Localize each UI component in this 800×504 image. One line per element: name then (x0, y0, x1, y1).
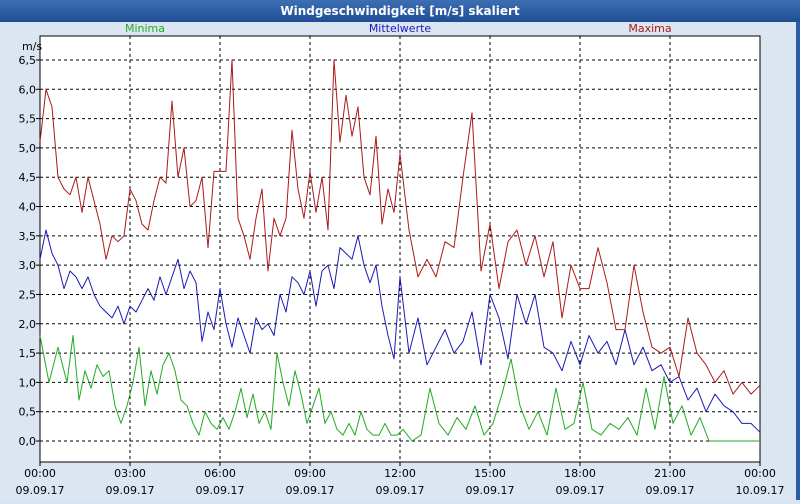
x-tick-time-label: 09:00 (294, 467, 326, 480)
legend-entry-mittelwerte: Mittelwerte (369, 22, 432, 35)
x-tick-time-label: 03:00 (114, 467, 146, 480)
y-tick-label: 5,0 (19, 142, 37, 155)
x-tick-time-label: 21:00 (654, 467, 686, 480)
x-tick-time-label: 18:00 (564, 467, 596, 480)
y-tick-label: 6,5 (19, 54, 37, 67)
line-chart: 0,0 0,5 1,0 1,5 2,0 2,5 3,0 3,5 4,0 4,5 5,0 5,5 6,0 6… (16, 22, 800, 500)
y-tick-label: 0,5 (19, 406, 37, 419)
y-tick-label: 3,5 (19, 230, 37, 243)
legend-entry-maxima: Maxima (628, 22, 671, 35)
x-tick-date-label: 09.09.17 (106, 484, 155, 497)
y-axis-label: m/s (22, 40, 42, 53)
window-border (796, 22, 800, 500)
y-tick-label: 5,5 (19, 113, 37, 126)
x-tick-date-label: 09.09.17 (376, 484, 425, 497)
y-tick-label: 2,5 (19, 288, 37, 301)
x-tick-time-label: 15:00 (474, 467, 506, 480)
y-tick-label: 2,0 (19, 318, 37, 331)
series-line-maxima (39, 59, 761, 395)
chart-area: 0,0 0,5 1,0 1,5 2,0 2,5 3,0 3,5 4,0 4,5 5,0 5,5 6,0 6… (0, 22, 800, 500)
legend-entry-minima: Minima (125, 22, 165, 35)
y-tick-label: 1,5 (19, 347, 37, 360)
y-tick-label: 4,0 (19, 201, 37, 214)
x-tick-time-label: 06:00 (204, 467, 236, 480)
x-tick-date-label: 09.09.17 (16, 484, 65, 497)
y-tick-label: 4,5 (19, 171, 37, 184)
y-tick-label: 6,0 (19, 83, 37, 96)
y-tick-label: 0,0 (19, 435, 37, 448)
x-tick-time-label: 00:00 (24, 467, 56, 480)
x-tick-date-label: 09.09.17 (556, 484, 605, 497)
x-tick-date-label: 09.09.17 (196, 484, 245, 497)
window-title: Windgeschwindigkeit [m/s] skaliert (0, 0, 800, 22)
x-tick-time-label: 12:00 (384, 467, 416, 480)
x-tick-date-label: 09.09.17 (286, 484, 335, 497)
x-tick-time-label: 00:00 (744, 467, 776, 480)
y-tick-label: 1,0 (19, 376, 37, 389)
x-tick-date-label: 10.09.17 (736, 484, 785, 497)
x-tick-date-label: 09.09.17 (646, 484, 695, 497)
series-line-minima (39, 335, 760, 442)
series-line-mittelwerte (39, 229, 761, 433)
x-tick-date-label: 09.09.17 (466, 484, 515, 497)
y-tick-label: 3,0 (19, 259, 37, 272)
